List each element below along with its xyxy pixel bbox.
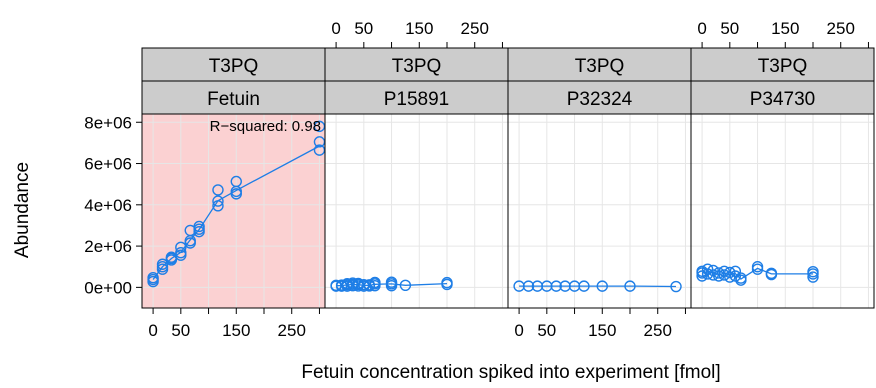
strip-top (141, 47, 326, 82)
data-point (696, 270, 708, 282)
y-axis-label: Abundance (12, 162, 33, 258)
x-tick-label: 250 (278, 321, 306, 340)
x-tick-label: 0 (331, 19, 340, 38)
data-point (313, 136, 326, 148)
x-tick-label: 50 (537, 321, 556, 340)
data-point (701, 268, 714, 280)
data-point (718, 269, 730, 281)
strip-bottom (690, 80, 875, 115)
data-point (175, 241, 187, 254)
y-tick-label: 8e+06 (84, 113, 132, 132)
outer-frame (141, 47, 875, 309)
strip-bottom-label: P34730 (750, 89, 816, 110)
x-tick-label: 0 (514, 321, 523, 340)
data-point (807, 265, 819, 278)
strip-bottom-label: P15891 (384, 89, 450, 110)
data-point (578, 280, 590, 292)
data-point (352, 277, 364, 290)
x-tick-label: 250 (644, 321, 672, 340)
y-tick-label: 6e+06 (84, 155, 132, 174)
x-tick-label: 150 (588, 321, 616, 340)
data-point (193, 220, 205, 233)
data-point (696, 265, 708, 277)
data-point (724, 266, 736, 279)
data-point (441, 276, 453, 289)
data-point (385, 276, 398, 288)
x-tick-label: 250 (827, 19, 855, 38)
strip-top-label: T3PQ (758, 56, 808, 77)
data-point (147, 271, 159, 284)
y-tick-label: 0e+00 (84, 278, 132, 297)
strip-bottom (141, 80, 326, 115)
data-point (212, 184, 224, 196)
strip-bottom-label: P32324 (567, 89, 633, 110)
data-point (522, 280, 535, 292)
strip-bottom-label: Fetuin (207, 89, 260, 110)
panel: T3PQ P34730 (690, 47, 875, 309)
data-point (670, 280, 682, 293)
data-point (751, 261, 764, 273)
data-point (399, 279, 412, 291)
data-point (212, 200, 224, 212)
strip-bottom (507, 80, 692, 115)
strip-top-label: T3PQ (575, 56, 625, 77)
data-point (765, 267, 778, 280)
data-point (807, 271, 819, 283)
data-point (713, 267, 725, 279)
x-tick-label: 150 (405, 19, 433, 38)
data-point (347, 277, 359, 289)
x-tick-label: 250 (461, 19, 489, 38)
x-tick-label: 50 (171, 321, 190, 340)
data-point (335, 279, 348, 291)
y-tick-label: 2e+06 (84, 237, 132, 256)
data-point (358, 278, 370, 291)
data-point (313, 120, 326, 133)
x-tick-label: 150 (771, 19, 799, 38)
data-point (596, 280, 608, 292)
strip-bottom (324, 80, 509, 115)
fit-line (152, 145, 320, 280)
panel-border (507, 113, 692, 309)
data-point (363, 279, 376, 291)
data-point (729, 265, 742, 277)
data-point (175, 246, 187, 259)
data-point (212, 195, 224, 207)
axes: 0e+00 2e+06 4e+06 6e+06 8e+06 0 50 150 250 0 50 150… (84, 19, 875, 340)
strip-top-label: T3PQ (392, 56, 442, 77)
panel-annotation: R−squared: 0.98 (210, 118, 321, 135)
data-point (735, 272, 747, 284)
panel-highlight (142, 114, 325, 308)
data-point (330, 279, 342, 291)
x-tick-label: 50 (354, 19, 373, 38)
x-axis-label: Fetuin concentration spiked into experim… (301, 362, 720, 383)
strip-top-label: T3PQ (209, 56, 259, 77)
y-tick-label: 4e+06 (84, 196, 132, 215)
x-tick-label: 50 (720, 19, 739, 38)
panel: T3PQ P15891 (324, 47, 509, 309)
x-tick-label: 0 (148, 321, 157, 340)
x-tick-label: 0 (697, 19, 706, 38)
data-point (156, 258, 169, 270)
panel-border (690, 113, 875, 309)
data-point (707, 269, 719, 281)
data-point (313, 144, 326, 156)
data-point (341, 277, 353, 290)
panels: T3PQ Fetuin R−squared: 0.98 T3PQ P15891 T3PQ P… (141, 47, 875, 309)
x-tick-label: 150 (222, 321, 250, 340)
data-point (550, 280, 562, 292)
data-point (230, 175, 242, 188)
panel: T3PQ P32324 (507, 47, 692, 309)
data-point (624, 280, 636, 292)
panel: T3PQ Fetuin R−squared: 0.98 (141, 47, 326, 309)
data-point (369, 276, 381, 289)
